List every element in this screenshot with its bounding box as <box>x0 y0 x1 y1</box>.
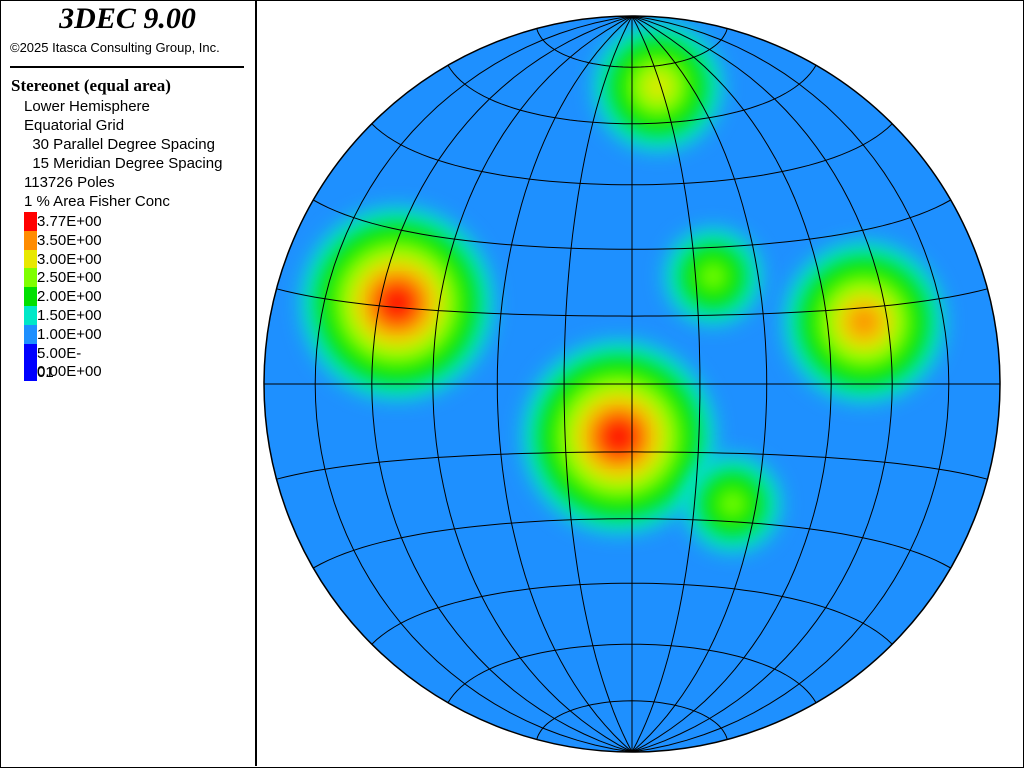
legend-label: 3.00E+00 <box>37 250 102 268</box>
legend-label: 1.50E+00 <box>37 307 102 324</box>
density-peak <box>716 487 749 520</box>
density-peak <box>848 305 881 338</box>
density-peak <box>381 287 414 320</box>
legend-swatch <box>24 287 37 307</box>
parallel <box>447 643 817 703</box>
info-grid: Equatorial Grid <box>24 117 125 134</box>
legend-label: 2.00E+00 <box>37 288 102 306</box>
parallel <box>536 28 728 68</box>
app-title: 3DEC 9.00 <box>59 2 196 35</box>
legend-divider <box>10 66 244 68</box>
legend-swatch <box>24 230 37 250</box>
legend-label: 3.50E+00 <box>37 231 102 249</box>
primitive-circle <box>263 15 1001 753</box>
copyright-text: ©2025 Itasca Consulting Group, Inc. <box>10 40 220 55</box>
legend-label: 1.00E+00 <box>37 325 102 343</box>
info-hemisphere: Lower Hemisphere <box>24 98 150 115</box>
legend-swatch <box>24 249 37 269</box>
info-parallel-spacing: 30 Parallel Degree Spacing <box>24 136 215 153</box>
legend-swatch <box>24 268 37 288</box>
parallel <box>371 582 893 645</box>
plot-title: Stereonet (equal area) <box>11 76 171 95</box>
legend-label: 3.77E+00 <box>37 213 102 230</box>
legend-swatch <box>24 324 37 344</box>
parallel <box>313 518 951 569</box>
parallel <box>536 700 728 740</box>
legend-swatch <box>24 343 37 363</box>
info-fisher: 1 % Area Fisher Conc <box>24 193 170 210</box>
parallel <box>276 288 988 317</box>
parallel <box>371 123 893 186</box>
legend-swatch <box>24 306 37 325</box>
legend-label: 2.50E+00 <box>37 269 102 287</box>
grid <box>264 15 1000 753</box>
density-peak <box>697 260 730 293</box>
density-peak <box>602 420 635 453</box>
info-poles: 113726 Poles <box>24 174 115 191</box>
legend-label: 0.00E+00 <box>37 363 102 381</box>
parallel <box>276 451 988 480</box>
stereonet-chart <box>263 15 1001 753</box>
parallel <box>313 199 951 250</box>
info-meridian-spacing: 15 Meridian Degree Spacing <box>24 155 223 172</box>
density-peak <box>642 70 675 103</box>
legend-panel: 3DEC 9.00 ©2025 Itasca Consulting Group,… <box>0 0 257 766</box>
parallel <box>447 65 817 125</box>
legend-swatch <box>24 362 37 382</box>
legend-label: 5.00E-01 <box>37 344 82 381</box>
legend-swatch <box>24 212 37 231</box>
